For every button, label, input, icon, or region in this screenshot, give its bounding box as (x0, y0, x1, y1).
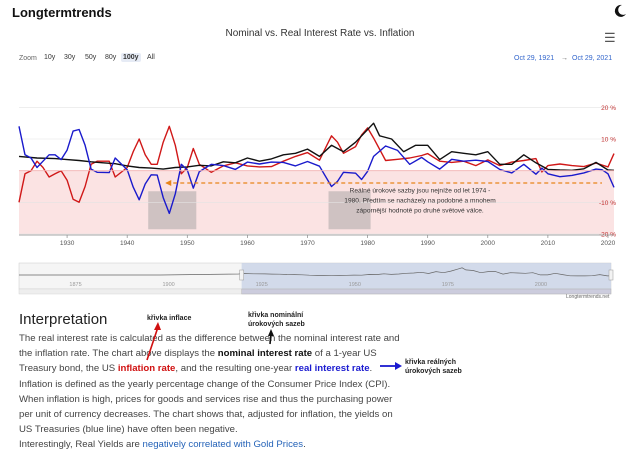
zoom-50y-button[interactable]: 50y (85, 54, 97, 61)
inflation-rate-term: inflation rate (117, 363, 176, 375)
series-line-nominal (18, 122, 615, 171)
zoom-80y-button[interactable]: 80y (105, 54, 117, 61)
x-tick-label: 1980 (360, 240, 375, 247)
navigator-handle-right[interactable] (608, 269, 614, 281)
credit-label: Longtermtrends.net (566, 294, 610, 300)
range-from-input[interactable]: Oct 29, 1921 (514, 55, 555, 62)
navigator-tick-label: 1975 (442, 282, 454, 288)
range-to-input[interactable]: Oct 29, 2021 (572, 55, 613, 62)
red-arrow-head (154, 322, 161, 330)
navigator-tick-label: 1875 (69, 282, 81, 288)
chart-title: Nominal vs. Real Interest Rate vs. Infla… (225, 28, 415, 39)
moon-icon[interactable] (612, 3, 628, 24)
series-line-real (18, 126, 615, 215)
annotation-arrow-head (165, 180, 172, 187)
y-tick-label: 10 % (601, 137, 616, 144)
navigator-tick-label: 1900 (162, 282, 174, 288)
x-tick-label: 1950 (180, 240, 195, 247)
annotation-real-2: úrokových sazeb (405, 368, 462, 375)
x-tick-label: 1970 (300, 240, 315, 247)
range-arrow: → (561, 55, 568, 62)
nominal-rate-term: nominal interest rate (217, 348, 313, 360)
x-tick-label: 1930 (60, 240, 75, 247)
real-rate-term: real interest rate (294, 363, 370, 375)
annotation-nominal-1: křivka nominální (248, 312, 304, 319)
paragraph-text-2: of a 1-year US Treasury bond, the US (19, 348, 377, 375)
navigator-tick-label: 1925 (256, 282, 268, 288)
navigator-series (19, 267, 611, 277)
hamburger-menu-icon[interactable]: ☰ (604, 30, 616, 45)
chart-annotation-line-3: zápornější hodnotě po druhé světové válc… (356, 208, 484, 215)
paragraph-text-1: The real interest rate is calculated as … (19, 333, 400, 360)
zoom-100y-button[interactable]: 100y (121, 53, 141, 62)
zoom-all-button[interactable]: All (147, 54, 155, 61)
x-tick-label: 2020 (601, 240, 616, 247)
x-tick-label: 1990 (420, 240, 435, 247)
series-line-inflation (18, 125, 615, 203)
chart-area: 20 %10 %-10 %-20 % 1930 1940 1950 1960 1970 1… (18, 105, 616, 295)
annotation-real-1: křivka reálných (405, 359, 456, 366)
x-tick-label: 1960 (240, 240, 255, 247)
highlight-box-2 (328, 191, 371, 230)
navigator-tick-label: 1950 (349, 282, 361, 288)
chart-annotation-line-1: Reálné úrokové sazby jsou nejníže od let… (350, 188, 491, 195)
section-heading: Interpretation (19, 311, 108, 328)
zoom-10y-button[interactable]: 10y (44, 54, 56, 61)
navigator-handle-left[interactable] (239, 269, 244, 281)
zoom-30y-button[interactable]: 30y (64, 54, 76, 61)
navigator-selection (241, 263, 612, 289)
x-tick-label: 1940 (120, 240, 135, 247)
annotation-inflation: křivka inflace (147, 315, 192, 322)
brand-logo[interactable]: Longtermtrends (12, 5, 112, 20)
paragraph-text-3: , and the resulting one-year (175, 363, 295, 375)
highlight-box-1 (148, 191, 197, 230)
paragraph-text-6: . (303, 439, 306, 451)
chart-annotation-line-2: 1980. Předtím se nacházely na podobné a … (344, 198, 496, 205)
navigator-scrollbar-thumb[interactable] (241, 288, 612, 295)
navigator-tick-label: 2000 (535, 282, 547, 288)
paragraph-text-4: . Inflation is defined as the yearly per… (19, 363, 393, 436)
y-tick-label: -10 % (599, 200, 616, 207)
gold-correlation-link[interactable]: negatively correlated with Gold Prices (142, 439, 304, 451)
annotation-nominal-2: úrokových sazeb (248, 321, 305, 328)
zoom-label: Zoom (19, 55, 37, 62)
interpretation-paragraph: The real interest rate is calculated as … (19, 331, 404, 453)
x-tick-label: 2010 (541, 240, 556, 247)
y-tick-label: 20 % (601, 105, 616, 112)
paragraph-text-5: Interestingly, Real Yields are (19, 439, 143, 451)
x-tick-label: 2000 (481, 240, 496, 247)
